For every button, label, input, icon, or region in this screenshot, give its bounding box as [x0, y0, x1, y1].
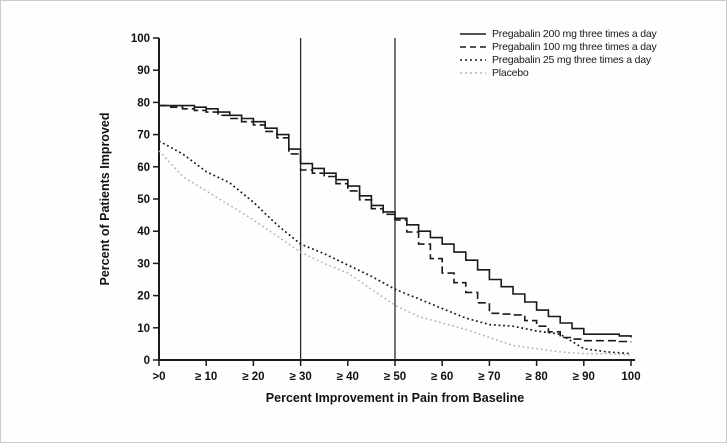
y-tick-label: 70 — [137, 130, 150, 142]
legend-item: Pregabalin 200 mg three times a day — [459, 27, 657, 40]
y-axis-title: Percent of Patients Improved — [98, 112, 112, 286]
legend-line-sample-icon — [460, 45, 486, 48]
y-tick-label: 60 — [137, 162, 150, 174]
y-tick-label: 20 — [137, 291, 150, 303]
legend: Pregabalin 200 mg three times a day Prega… — [459, 27, 657, 79]
x-tick-label: ≥ 30 — [289, 371, 311, 383]
legend-label: Pregabalin 100 mg three times a day — [492, 40, 657, 53]
y-tick-label: 90 — [137, 65, 150, 77]
legend-item: Placebo — [459, 66, 657, 79]
x-tick-label: ≥ 70 — [478, 371, 500, 383]
legend-label: Pregabalin 25 mg three times a day — [492, 53, 651, 66]
legend-line-sample-icon — [460, 71, 486, 74]
legend-label: Pregabalin 200 mg three times a day — [492, 27, 657, 40]
x-tick-label: ≥ 10 — [195, 371, 217, 383]
y-tick-label: 50 — [137, 194, 150, 206]
y-tick-label: 10 — [137, 323, 150, 335]
x-tick-label: >0 — [152, 371, 165, 383]
legend-line-sample-icon — [460, 32, 486, 35]
x-tick-label: 100 — [621, 371, 640, 383]
series-line-2 — [158, 140, 632, 355]
y-tick-label: 0 — [144, 355, 150, 367]
y-tick-label: 100 — [131, 33, 150, 45]
x-tick-label: ≥ 40 — [337, 371, 359, 383]
legend-item: Pregabalin 25 mg three times a day — [459, 53, 657, 66]
y-tick-label: 30 — [137, 258, 150, 270]
legend-item: Pregabalin 100 mg three times a day — [459, 40, 657, 53]
x-tick-label: ≥ 20 — [242, 371, 264, 383]
x-tick-label: ≥ 90 — [573, 371, 595, 383]
legend-label: Placebo — [492, 66, 529, 79]
x-tick-label: ≥ 80 — [525, 371, 547, 383]
x-tick-label: ≥ 60 — [431, 371, 453, 383]
x-axis-title: Percent Improvement in Pain from Baselin… — [265, 391, 525, 405]
y-tick-label: 80 — [137, 97, 150, 109]
x-tick-label: ≥ 50 — [384, 371, 406, 383]
y-tick-label: 40 — [137, 226, 150, 238]
legend-line-sample-icon — [460, 58, 486, 61]
